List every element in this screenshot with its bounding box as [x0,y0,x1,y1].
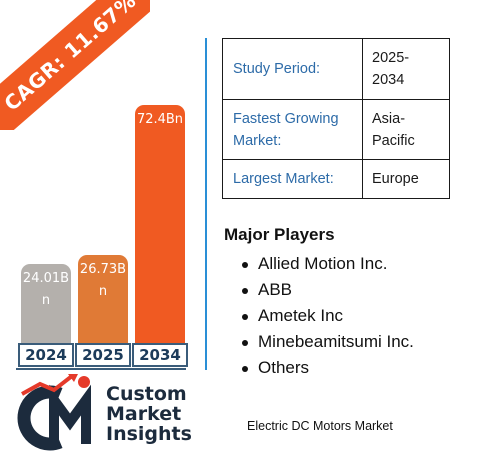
player-item: Others [242,355,414,381]
bar-2024 [21,264,71,343]
year-label: 2025 [75,343,131,367]
info-key: Largest Market: [222,159,363,199]
logo-line: Custom [106,383,187,405]
company-logo: Custom Market Insights [14,372,204,452]
vertical-divider [205,38,207,370]
bar-value-label: 72.4Bn [136,112,184,127]
bar-chart: 24.01Bn 2024 26.73Bn 2025 72.4Bn 2034 [0,0,200,370]
info-value: Asia-Pacific [362,99,450,160]
logo-line: Market [106,403,182,425]
chart-caption: Electric DC Motors Market [247,419,393,433]
info-table: Study Period: 2025-2034 Fastest Growing … [222,38,450,199]
player-item: Allied Motion Inc. [242,251,414,277]
bar-value-label: 26.73Bn [79,262,127,299]
player-item: Ametek Inc [242,303,414,329]
info-key: Study Period: [222,38,363,100]
logo-line: Insights [106,423,192,445]
cmi-logo-icon [17,374,91,451]
chart-baseline [16,368,186,370]
player-item: ABB [242,277,414,303]
player-item: Minebeamitsumi Inc. [242,329,414,355]
info-value: 2025-2034 [362,38,450,100]
info-row-study-period: Study Period: 2025-2034 [222,38,450,100]
info-key: Fastest Growing Market: [222,99,363,160]
info-row-largest-market: Largest Market: Europe [222,159,450,199]
info-value: Europe [362,159,450,199]
bar-value-label: 24.01Bn [22,271,70,308]
players-list: Allied Motion Inc. ABB Ametek Inc Minebe… [242,251,414,381]
bar-2034 [135,105,185,343]
logo-text: Custom Market Insights [106,384,192,444]
info-row-fastest-growing: Fastest Growing Market: Asia-Pacific [222,99,450,160]
bar-2025 [78,255,128,343]
players-title: Major Players [224,225,335,244]
year-label: 2024 [18,343,74,367]
year-label: 2034 [132,343,188,367]
